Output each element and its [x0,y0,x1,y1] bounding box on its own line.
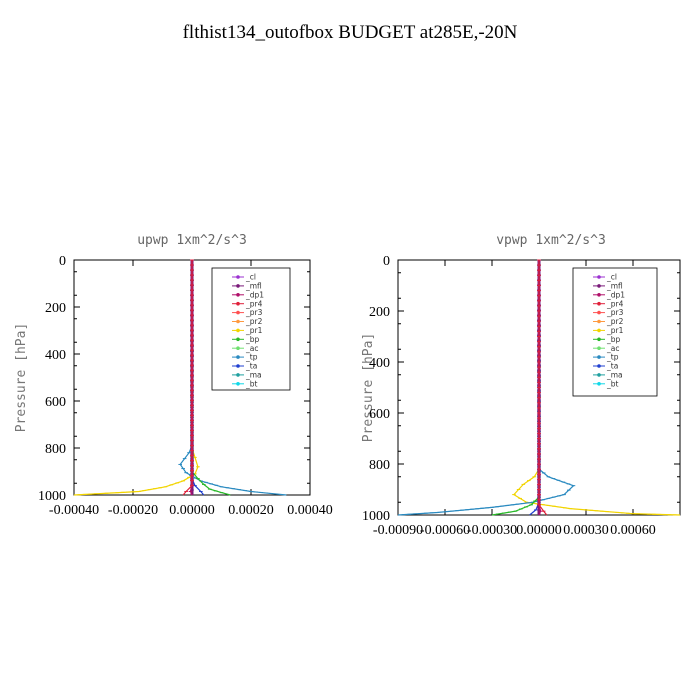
x-tick-label: 0.00000 [516,523,562,538]
legend-swatch-marker [597,284,601,288]
legend-label: _mfl [245,282,262,291]
series-line-pr4 [182,260,193,496]
x-tick-label: 0.00040 [287,503,333,518]
panel-title: upwp 1xm^2/s^3 [137,233,247,248]
y-tick-label: 200 [369,305,390,320]
legend-swatch-marker [597,364,601,368]
y-tick-label: 200 [45,301,66,316]
legend-swatch-marker [236,293,240,297]
y-tick-label: 1000 [362,509,390,524]
legend-swatch-marker [597,355,601,359]
legend-swatch-marker [236,373,240,377]
legend-label: _cl [606,273,617,282]
x-tick-label: -0.00060 [420,523,470,538]
x-tick-label: -0.00020 [108,503,158,518]
y-tick-label: 800 [45,442,66,457]
legend-swatch-marker [236,284,240,288]
legend-label: _pr2 [606,317,624,326]
legend-label: _bt [606,379,619,388]
legend-label: _pr2 [245,317,263,326]
legend-swatch-marker [597,337,601,342]
legend-swatch-marker [236,337,240,342]
legend-label: _ac [606,344,619,353]
legend-label: _pr4 [606,299,624,308]
legend-swatch-marker [236,382,240,386]
legend-label: _pr1 [606,326,624,335]
legend-label: _bt [245,379,258,388]
legend-swatch-marker [597,382,601,386]
x-tick-label: 0.00020 [228,503,274,518]
legend-swatch-marker [236,364,240,368]
y-axis-label: Pressure [hPa] [14,323,29,433]
legend-label: _mfl [606,282,623,291]
legend-swatch-marker [597,275,601,279]
y-tick-label: 600 [45,395,66,410]
y-tick-label: 400 [369,356,390,371]
legend-label: _bp [245,335,260,344]
legend-label: _cl [245,273,256,282]
legend-swatch-marker [236,319,240,324]
x-tick-label: -0.00040 [49,503,99,518]
legend-swatch-marker [236,301,240,306]
legend-swatch-marker [236,310,240,315]
legend-box [572,267,658,397]
legend-swatch-marker [597,301,601,306]
y-tick-label: 1000 [38,489,66,504]
legend-label: _ta [245,362,257,371]
x-tick-label: -0.00090 [373,523,423,538]
legend-swatch-marker [597,328,601,333]
legend-label: _ta [606,362,618,371]
legend-swatch-marker [597,346,601,351]
legend-label: _pr3 [606,308,624,317]
page-title: flthist134_outofbox BUDGET at285E,-20N [182,22,518,43]
legend-swatch-marker [597,293,601,297]
series-line-pr1 [73,260,199,496]
legend-label: _pr3 [245,308,263,317]
series-line-bp [491,260,540,516]
x-tick-label: 0.00060 [610,523,656,538]
chart-panel-2: vpwp 1xm^2/s^3 Pressure [hPa] 0 200 400 600 80… [361,233,681,538]
panel-title: vpwp 1xm^2/s^3 [496,233,606,248]
legend-label: _dp1 [245,290,264,299]
legend-swatch-marker [597,310,601,315]
legend-swatch-marker [597,373,601,377]
legend-swatch-marker [236,328,240,333]
legend-swatch-marker [236,275,240,279]
legend-label: _pr4 [245,299,263,308]
x-tick-label: 0.00030 [563,523,609,538]
y-tick-label: 0 [383,254,390,269]
legend-label: _bp [606,335,621,344]
legend-label: _ma [245,371,262,380]
legend-label: _tp [245,353,258,362]
y-tick-label: 0 [59,254,66,269]
y-tick-label: 800 [369,458,390,473]
legend-label: _pr1 [245,326,263,335]
y-tick-label: 600 [369,407,390,422]
y-axis-label: Pressure [hPa] [361,333,376,443]
legend-label: _tp [606,353,619,362]
x-tick-label: 0.00000 [169,503,215,518]
legend-label: _dp1 [606,290,625,299]
legend-swatch-marker [236,346,240,351]
legend-swatch-marker [236,355,240,359]
y-tick-label: 400 [45,348,66,363]
x-tick-label: -0.00030 [467,523,517,538]
chart-panel-1: upwp 1xm^2/s^3 Pressure [hPa] 0 200 400 600 80… [14,233,333,518]
legend-box [211,267,291,391]
legend-label: _ma [606,371,623,380]
legend-label: _ac [245,344,258,353]
legend-swatch-marker [597,319,601,324]
